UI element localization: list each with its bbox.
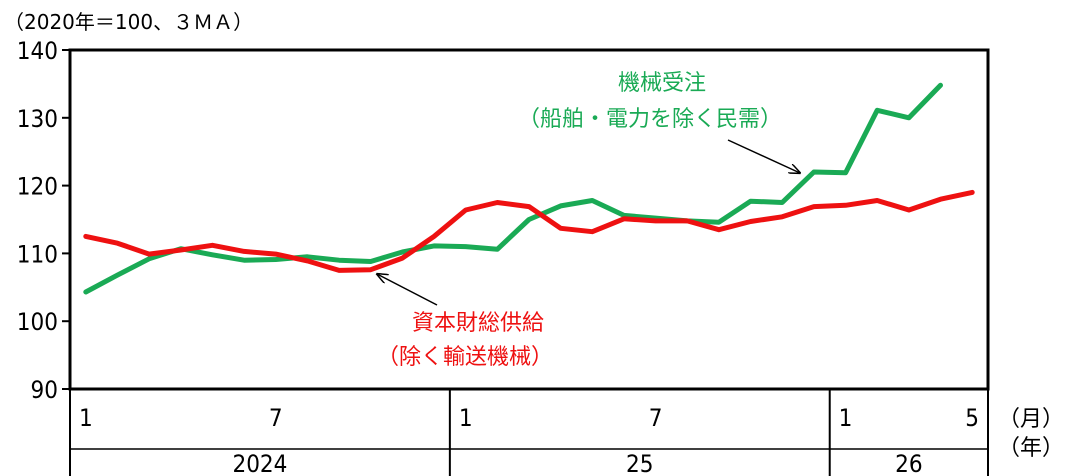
month-tick-label: 1 xyxy=(839,404,853,432)
annotations: 機械受注 （船舶・電力を除く民需） 資本財総供給 （除く輸送機械） xyxy=(377,71,800,370)
month-tick-label: 7 xyxy=(649,404,663,432)
y-tick-label: 90 xyxy=(31,376,58,404)
year-label: 2024 xyxy=(232,450,287,476)
capital-goods-supply-line xyxy=(83,189,975,273)
plot-frame xyxy=(68,48,990,391)
y-tick-label: 110 xyxy=(17,240,58,268)
capital-goods-arrow xyxy=(377,274,438,306)
year-label: 25 xyxy=(626,450,653,476)
machinery-orders-arrow xyxy=(727,139,800,173)
y-tick-label: 130 xyxy=(17,105,58,133)
machinery-orders-sublabel: （船舶・電力を除く民需） xyxy=(518,107,782,132)
month-tick-label: 7 xyxy=(269,404,283,432)
machinery-orders-line xyxy=(83,82,943,295)
month-tick-label: 1 xyxy=(459,404,473,432)
month-tick-label: 5 xyxy=(965,404,979,432)
y-tick-label: 100 xyxy=(17,308,58,336)
y-tick-label: 140 xyxy=(17,37,58,65)
series-layer xyxy=(83,82,975,295)
year-unit-label: （年） xyxy=(998,436,1064,461)
machinery-orders-label: 機械受注 xyxy=(618,71,706,96)
capital-goods-label: 資本財総供給 xyxy=(412,311,544,336)
year-label: 26 xyxy=(895,450,922,476)
capital-goods-sublabel: （除く輸送機械） xyxy=(377,345,553,370)
month-tick-label: 1 xyxy=(79,404,93,432)
y-unit-label: （2020年＝100、３ＭＡ） xyxy=(4,10,254,34)
x-axis: 1 7 1 7 1 5 2024 25 26 （月） （年） xyxy=(69,389,1064,476)
y-axis: 90 100 110 120 130 140 xyxy=(17,37,70,404)
y-tick-label: 120 xyxy=(17,173,58,201)
month-unit-label: （月） xyxy=(998,407,1064,432)
